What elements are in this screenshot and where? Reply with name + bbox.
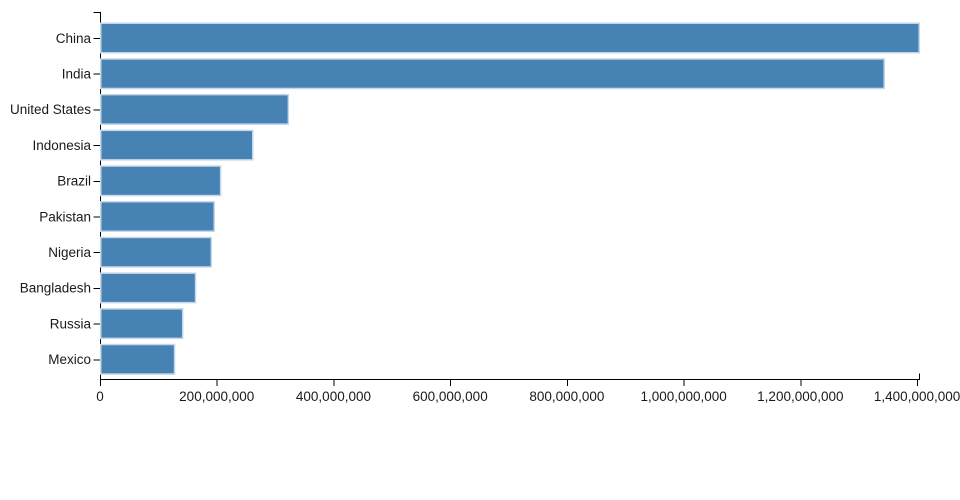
x-axis-label: 1,000,000,000	[640, 389, 726, 404]
x-axis-label: 1,200,000,000	[757, 389, 843, 404]
bar-nigeria	[100, 236, 213, 268]
bar-brazil	[100, 165, 222, 197]
y-axis-label: United States	[10, 102, 91, 117]
x-axis-label: 400,000,000	[296, 389, 371, 404]
bar-china	[100, 22, 920, 54]
y-axis-label: China	[56, 31, 92, 46]
x-axis-line	[100, 373, 920, 380]
y-axis-label: Russia	[50, 316, 92, 331]
y-axis-line	[93, 12, 101, 380]
y-axis-label: Pakistan	[39, 209, 91, 224]
bar-mexico	[100, 343, 176, 375]
x-axis-label: 800,000,000	[529, 389, 604, 404]
y-axis-label: Mexico	[48, 352, 91, 367]
x-axis-label: 1,400,000,000	[874, 389, 960, 404]
x-axis-label: 0	[96, 389, 104, 404]
bar-united-states	[100, 93, 290, 125]
bar-indonesia	[100, 129, 254, 161]
x-axis-label: 600,000,000	[413, 389, 488, 404]
y-axis-label: India	[62, 67, 92, 82]
bar-india	[100, 58, 885, 90]
bar-bangladesh	[100, 272, 197, 304]
y-axis-label: Indonesia	[32, 138, 91, 153]
y-axis-label: Nigeria	[48, 245, 91, 260]
y-axis-label: Bangladesh	[20, 281, 91, 296]
bar-russia	[100, 308, 184, 340]
y-axis-label: Brazil	[57, 174, 91, 189]
x-axis-label: 200,000,000	[179, 389, 254, 404]
bar-pakistan	[100, 201, 215, 232]
